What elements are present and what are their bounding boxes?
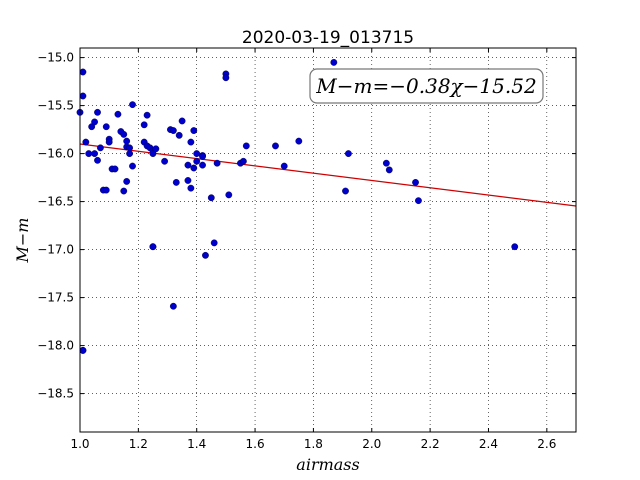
data-point xyxy=(126,150,134,158)
data-point xyxy=(280,162,288,170)
y-tick-label: −16.5 xyxy=(37,195,74,209)
data-point xyxy=(82,138,90,146)
x-tick-label: 1.8 xyxy=(304,437,323,451)
data-point xyxy=(120,187,128,195)
y-tick-label: −18.0 xyxy=(37,339,74,353)
data-point xyxy=(187,138,195,146)
y-tick-label: −15.0 xyxy=(37,51,74,65)
data-point xyxy=(184,161,192,169)
x-tick-label: 1.0 xyxy=(70,437,89,451)
x-tick-label: 2.4 xyxy=(479,437,498,451)
data-point xyxy=(272,142,279,150)
data-point xyxy=(169,302,177,310)
data-point xyxy=(184,177,192,184)
data-point xyxy=(140,121,148,129)
fit-line-group xyxy=(79,143,577,207)
x-tick-labels: 1.0 1.2 1.4 1.6 1.8 2.0 2.2 2.4 2.6 xyxy=(70,437,556,451)
data-point xyxy=(79,346,87,354)
data-point xyxy=(175,131,183,139)
data-point xyxy=(85,150,93,158)
y-axis-label: M−m xyxy=(13,218,32,264)
data-point xyxy=(342,187,349,195)
data-points xyxy=(76,59,519,354)
data-point xyxy=(79,68,87,76)
fit-line xyxy=(79,143,577,207)
grid-lines xyxy=(79,48,576,432)
data-point xyxy=(94,108,101,116)
data-point xyxy=(129,162,136,170)
fit-equation-annotation: M−m=−0.38χ−15.52 xyxy=(315,74,536,98)
x-tick-label: 2.0 xyxy=(362,437,381,451)
x-tick-label: 2.2 xyxy=(421,437,440,451)
y-tick-label: −18.5 xyxy=(37,387,74,401)
y-tick-label: −16.0 xyxy=(37,147,74,161)
y-tick-label: −15.5 xyxy=(37,99,74,113)
data-point xyxy=(129,101,136,109)
data-point xyxy=(242,142,250,150)
data-point xyxy=(123,137,131,145)
y-tick-labels: −15.0 −15.5 −16.0 −16.5 −17.0 −17.5 −18.0 −18.5 xyxy=(37,51,74,401)
x-tick-label: 1.4 xyxy=(187,437,206,451)
data-point xyxy=(149,243,157,251)
data-point xyxy=(91,150,98,158)
data-point xyxy=(345,150,352,158)
x-tick-label: 1.2 xyxy=(129,437,148,451)
plot-area xyxy=(80,48,576,432)
data-point xyxy=(178,117,186,125)
data-point xyxy=(202,251,209,259)
y-tick-label: −17.5 xyxy=(37,291,74,305)
data-point xyxy=(295,137,303,145)
data-point xyxy=(152,145,160,153)
data-point xyxy=(187,184,195,192)
data-point xyxy=(114,110,122,118)
chart-title: 2020-03-19_013715 xyxy=(242,28,414,48)
x-tick-label: 1.6 xyxy=(246,437,265,451)
data-point xyxy=(91,118,98,126)
data-point xyxy=(94,156,101,164)
data-point xyxy=(415,197,422,205)
x-tick-label: 2.6 xyxy=(537,437,556,451)
data-point xyxy=(79,92,87,100)
plot-frame xyxy=(79,47,577,433)
data-point xyxy=(120,130,128,138)
axis-ticks xyxy=(79,48,576,432)
data-point xyxy=(199,153,206,160)
data-point xyxy=(239,157,247,165)
data-point xyxy=(207,194,215,202)
data-point xyxy=(105,138,113,146)
data-point xyxy=(123,178,131,185)
data-point xyxy=(412,178,419,186)
data-point xyxy=(172,178,180,186)
data-point xyxy=(193,157,201,165)
data-point xyxy=(199,161,206,169)
data-point xyxy=(97,144,104,152)
data-point xyxy=(511,243,519,251)
data-point xyxy=(382,159,390,167)
x-axis-label: airmass xyxy=(296,455,359,474)
data-point xyxy=(111,165,119,173)
data-point xyxy=(169,127,177,134)
data-point xyxy=(126,144,134,152)
data-point xyxy=(161,157,169,165)
data-point xyxy=(222,74,230,82)
data-point xyxy=(143,111,151,119)
data-point xyxy=(330,59,338,66)
data-point xyxy=(385,166,393,174)
data-point xyxy=(102,186,110,194)
data-point xyxy=(102,123,110,131)
equation-box xyxy=(309,68,544,104)
data-point xyxy=(190,164,198,172)
data-point xyxy=(225,191,233,199)
y-tick-label: −17.0 xyxy=(37,243,74,257)
data-point xyxy=(193,150,201,158)
data-point xyxy=(190,127,198,134)
data-point xyxy=(213,159,221,167)
data-point xyxy=(210,239,218,247)
